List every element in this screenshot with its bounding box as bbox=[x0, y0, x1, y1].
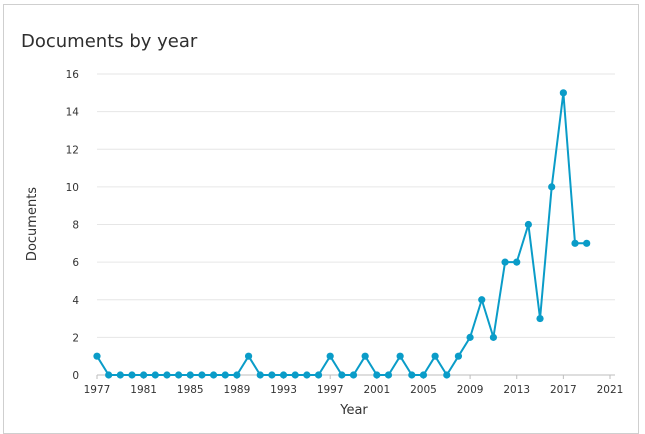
x-tick-label: 1985 bbox=[177, 384, 204, 396]
data-point-1977[interactable] bbox=[93, 352, 101, 360]
x-tick-label: 1981 bbox=[130, 384, 157, 396]
data-point-1993[interactable] bbox=[279, 371, 288, 379]
data-point-2003[interactable] bbox=[396, 352, 404, 360]
y-axis-ticks: 0 2 4 6 8 10 12 14 16 bbox=[66, 69, 80, 382]
y-tick-label: 2 bbox=[72, 332, 79, 344]
data-point-1990[interactable] bbox=[244, 352, 253, 360]
chart-panel: Documents by year bbox=[3, 4, 639, 434]
data-point-2017[interactable] bbox=[559, 89, 567, 97]
data-point-2000[interactable] bbox=[361, 352, 369, 360]
y-tick-label: 6 bbox=[72, 257, 79, 269]
data-point-2016[interactable] bbox=[548, 183, 556, 191]
data-points[interactable] bbox=[93, 89, 591, 379]
data-point-2013[interactable] bbox=[513, 258, 521, 266]
data-point-2004[interactable] bbox=[408, 371, 416, 379]
data-point-1979[interactable] bbox=[116, 371, 124, 379]
x-tick-label: 2001 bbox=[363, 384, 390, 396]
data-point-1992[interactable] bbox=[268, 371, 276, 379]
data-point-2019[interactable] bbox=[583, 239, 591, 247]
data-point-1985[interactable] bbox=[186, 371, 194, 379]
line-chart: 0 2 4 6 8 10 12 14 16 1977 1981 1985 1989 1993 1997 20… bbox=[25, 69, 624, 418]
x-tick-label: 2009 bbox=[457, 384, 484, 396]
y-tick-label: 10 bbox=[66, 182, 79, 194]
x-tick-label: 1977 bbox=[84, 384, 111, 396]
x-axis-ticks: 1977 1981 1985 1989 1993 1997 2001 2005 2009 2013… bbox=[84, 375, 624, 396]
chart-title: Documents by year bbox=[21, 31, 198, 52]
data-point-1989[interactable] bbox=[233, 371, 241, 379]
data-point-2009[interactable] bbox=[466, 333, 474, 341]
data-point-2007[interactable] bbox=[443, 371, 451, 379]
data-point-1980[interactable] bbox=[128, 371, 136, 379]
data-point-2011[interactable] bbox=[489, 333, 498, 341]
data-point-1983[interactable] bbox=[163, 371, 171, 379]
series-line bbox=[96, 91, 587, 376]
data-point-1999[interactable] bbox=[349, 371, 358, 379]
x-tick-label: 1989 bbox=[224, 384, 251, 396]
data-point-2012[interactable] bbox=[501, 258, 509, 266]
data-point-2010[interactable] bbox=[478, 296, 486, 304]
data-point-2001[interactable] bbox=[373, 371, 381, 379]
data-point-2015[interactable] bbox=[536, 314, 544, 323]
x-tick-label: 2021 bbox=[597, 384, 624, 396]
data-point-1986[interactable] bbox=[198, 371, 206, 379]
y-tick-label: 8 bbox=[72, 220, 79, 232]
data-point-1995[interactable] bbox=[303, 371, 311, 379]
data-point-1998[interactable] bbox=[338, 371, 346, 379]
data-point-2005[interactable] bbox=[419, 371, 428, 379]
data-point-2008[interactable] bbox=[454, 352, 463, 360]
x-tick-label: 1997 bbox=[317, 384, 344, 396]
data-point-1982[interactable] bbox=[151, 371, 159, 379]
y-tick-label: 14 bbox=[66, 107, 80, 119]
x-tick-label: 2005 bbox=[410, 384, 437, 396]
data-point-1981[interactable] bbox=[140, 371, 148, 379]
x-tick-label: 2017 bbox=[550, 384, 577, 396]
data-point-1988[interactable] bbox=[221, 371, 229, 379]
data-point-2006[interactable] bbox=[431, 352, 439, 360]
data-point-1997[interactable] bbox=[326, 352, 334, 360]
data-point-1978[interactable] bbox=[105, 371, 113, 379]
data-point-2014[interactable] bbox=[524, 220, 532, 229]
gridlines bbox=[97, 73, 615, 376]
y-tick-label: 12 bbox=[66, 144, 79, 156]
data-point-2018[interactable] bbox=[571, 239, 579, 247]
y-tick-label: 0 bbox=[72, 370, 79, 382]
x-axis-label: Year bbox=[339, 403, 368, 418]
y-tick-label: 16 bbox=[66, 69, 80, 81]
y-axis-label: Documents bbox=[25, 187, 40, 261]
x-tick-label: 2013 bbox=[503, 384, 530, 396]
data-point-1994[interactable] bbox=[291, 371, 299, 379]
x-tick-label: 1993 bbox=[270, 384, 297, 396]
data-point-1996[interactable] bbox=[314, 371, 323, 379]
y-tick-label: 4 bbox=[72, 295, 79, 307]
data-point-1991[interactable] bbox=[256, 371, 264, 379]
data-point-1987[interactable] bbox=[209, 371, 218, 379]
data-point-1984[interactable] bbox=[175, 371, 183, 379]
data-point-2002[interactable] bbox=[384, 371, 393, 379]
